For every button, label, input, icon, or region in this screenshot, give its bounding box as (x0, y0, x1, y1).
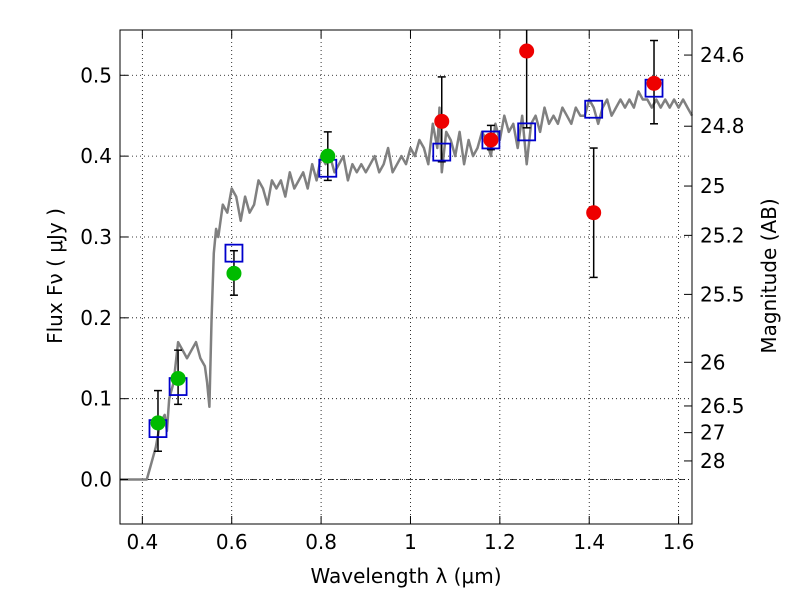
y-tick-label: 0.4 (80, 144, 112, 168)
y-tick-label: 0.0 (80, 468, 112, 492)
x-tick-label: 1.6 (663, 530, 695, 554)
x-tick-label: 0.6 (216, 530, 248, 554)
nir-detection-point (586, 205, 602, 221)
magnitude-tick-label: 25 (700, 174, 725, 198)
y-right-axis-title: Magnitude (AB) (757, 198, 781, 353)
y-axis-title-text: Flux Fν ( μJy ) (43, 208, 67, 344)
magnitude-tick-label: 27 (700, 421, 725, 445)
optical-detection-point (226, 265, 242, 281)
nir-detection-point (519, 43, 535, 59)
model-photometry-square (517, 122, 537, 142)
magnitude-tick-label: 26 (700, 350, 725, 374)
y-tick-label: 0.5 (80, 63, 112, 87)
grid (120, 30, 692, 524)
x-axis-title: Wavelength λ (μm) (310, 564, 501, 588)
y-right-axis-title-text: Magnitude (AB) (757, 198, 781, 353)
model-photometry-square (584, 99, 604, 119)
magnitude-tick-label: 25.2 (700, 223, 745, 247)
x-tick-label: 1.4 (573, 530, 605, 554)
x-tick-label: 0.4 (126, 530, 158, 554)
nir-detection-point (646, 75, 662, 91)
x-axis-title-text: Wavelength λ (μm) (310, 564, 501, 588)
model-photometry-square (481, 130, 501, 150)
y-axis-title: Flux Fν ( μJy ) (43, 208, 67, 344)
x-tick-label: 1.2 (484, 530, 516, 554)
y-tick-label: 0.2 (80, 306, 112, 330)
nir-detection-point (434, 113, 450, 129)
magnitude-tick-label: 26.5 (700, 394, 745, 418)
x-tick-label: 0.8 (305, 530, 337, 554)
optical-detection-point (150, 415, 166, 431)
magnitude-tick-label: 24.6 (700, 43, 745, 67)
axis-ticks: 0.4 0.6 0.8 1 1.2 1.4 1.6 0.0 0.1 0.2 0.3 0.4 0.5 24.… (80, 30, 745, 554)
optical-detection-point (320, 148, 336, 164)
model-photometry-square (432, 142, 452, 162)
plot-frame (119, 29, 693, 525)
model-photometry-square (224, 243, 244, 263)
y-tick-label: 0.3 (80, 225, 112, 249)
magnitude-tick-label: 24.8 (700, 114, 745, 138)
x-tick-label: 1 (404, 530, 417, 554)
y-tick-label: 0.1 (80, 387, 112, 411)
magnitude-tick-label: 25.5 (700, 282, 745, 306)
nir-detection-point (483, 132, 499, 148)
magnitude-tick-label: 28 (700, 449, 725, 473)
observed-photometry-markers (150, 43, 662, 431)
optical-detection-point (170, 370, 186, 386)
